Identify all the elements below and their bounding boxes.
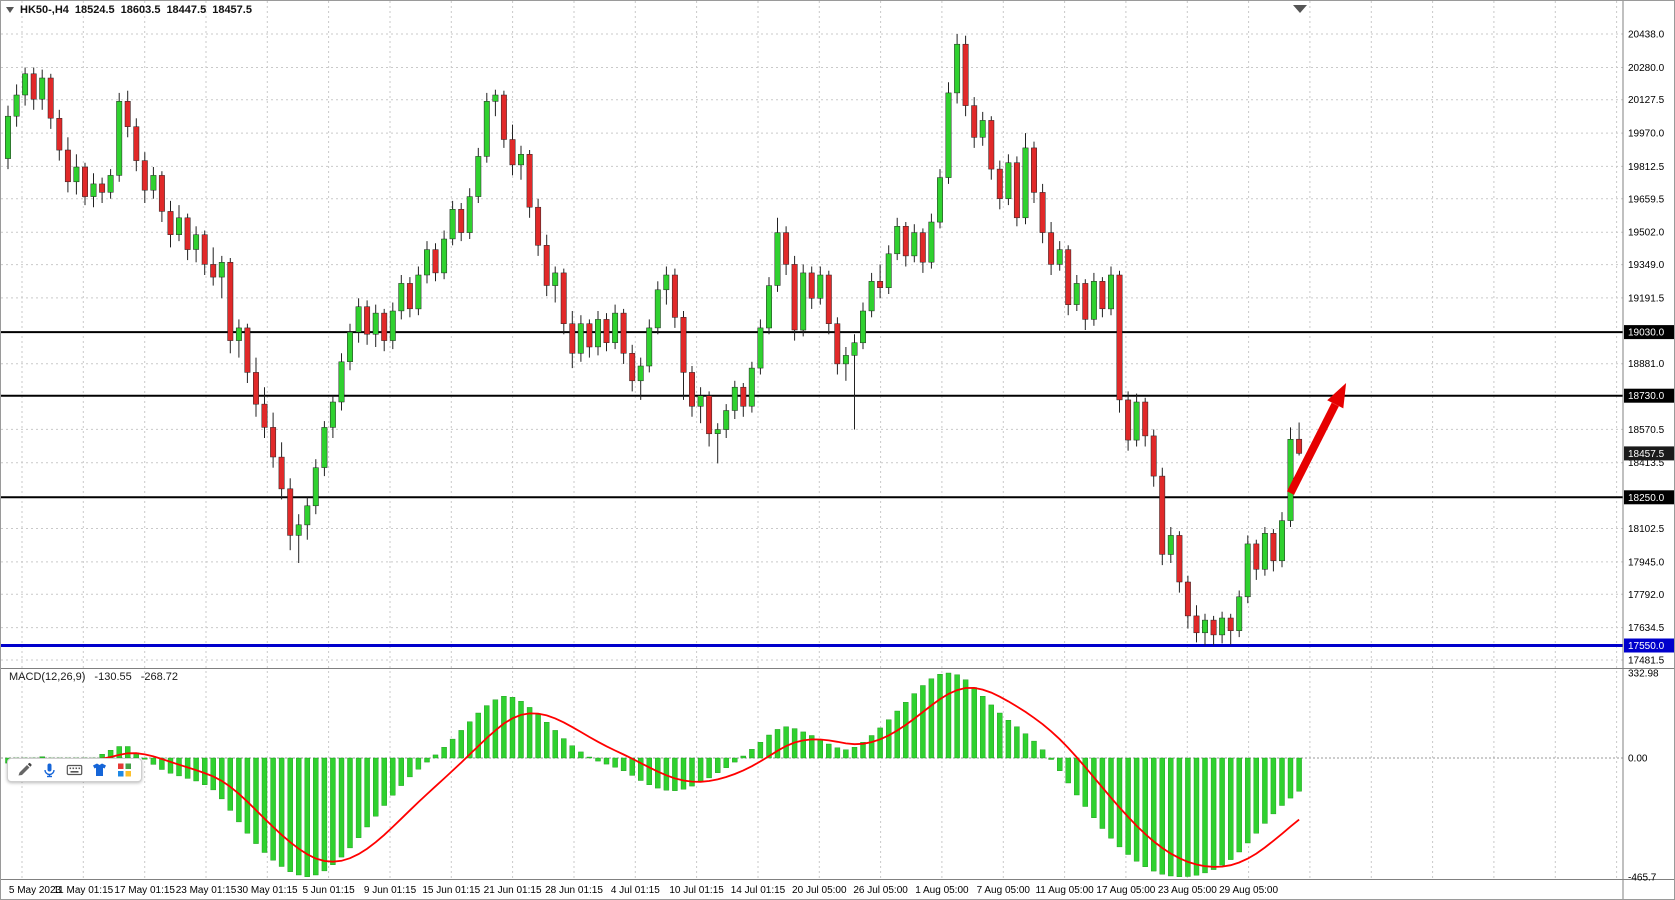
time-axis-label: 26 Jul 05:00 xyxy=(853,885,908,896)
floating-toolbar xyxy=(7,758,142,782)
shirt-icon[interactable] xyxy=(91,762,108,778)
price-axis[interactable]: 20438.0 20280.0 20127.5 19970.0 19812.5 19659… xyxy=(1624,30,1675,884)
chart-shift-marker-icon[interactable] xyxy=(1293,5,1307,13)
price-axis-label: 18413.5 xyxy=(1628,458,1665,469)
price-axis-label: 18570.5 xyxy=(1628,425,1665,436)
price-axis-label: 17634.5 xyxy=(1628,623,1665,634)
time-axis-label: 20 Jul 05:00 xyxy=(792,885,847,896)
candlesticks xyxy=(5,34,1303,646)
time-axis-label: 29 Aug 05:00 xyxy=(1219,885,1278,896)
horizontal-levels xyxy=(1,331,1623,647)
price-axis-label: 19502.0 xyxy=(1628,228,1665,239)
time-axis-label: 11 May 01:15 xyxy=(53,885,113,896)
price-tag xyxy=(1624,446,1674,461)
symbol-label: HK50-,H4 xyxy=(20,4,69,16)
trend-arrow-head[interactable] xyxy=(1327,383,1347,409)
price-tag-label: 18457.5 xyxy=(1628,449,1665,460)
price-tag xyxy=(1624,490,1674,505)
macd-signal-value: -268.72 xyxy=(140,671,179,683)
quote-open: 18524.5 xyxy=(74,4,115,16)
time-axis-label: 5 May 2023 xyxy=(9,885,62,896)
price-axis-label: 20280.0 xyxy=(1628,63,1665,74)
time-axis-label: 7 Aug 05:00 xyxy=(977,885,1031,896)
pen-icon[interactable] xyxy=(16,762,33,778)
time-axis-label: 1 Aug 05:00 xyxy=(915,885,969,896)
time-axis-label: 10 Jul 01:15 xyxy=(669,885,724,896)
price-axis-label: 19349.0 xyxy=(1628,260,1665,271)
price-tag xyxy=(1624,325,1674,340)
price-tag xyxy=(1624,638,1674,653)
time-axis-label: 23 Aug 05:00 xyxy=(1158,885,1217,896)
trend-arrow[interactable] xyxy=(1286,402,1339,495)
time-axis-label: 14 Jul 01:15 xyxy=(731,885,786,896)
price-tag xyxy=(1624,388,1674,403)
price-axis-label: 19659.5 xyxy=(1628,194,1665,205)
time-axis-label: 11 Aug 05:00 xyxy=(1035,885,1094,896)
quote-low: 18447.5 xyxy=(166,4,207,16)
price-tag-label: 19030.0 xyxy=(1628,328,1665,339)
price-axis-label: 17792.0 xyxy=(1628,590,1665,601)
time-axis-label: 17 May 01:15 xyxy=(114,885,175,896)
macd-name: MACD(12,26,9) xyxy=(9,671,86,683)
macd-value: -130.55 xyxy=(94,671,132,683)
price-axis-label: 20127.5 xyxy=(1628,95,1665,106)
keyboard-icon[interactable] xyxy=(66,762,83,778)
apps-grid-icon[interactable] xyxy=(116,762,133,778)
time-axis-label: 30 May 01:15 xyxy=(237,885,298,896)
price-tag-label: 18730.0 xyxy=(1628,391,1665,402)
time-axis-label: 9 Jun 01:15 xyxy=(364,885,417,896)
time-axis-label: 5 Jun 01:15 xyxy=(302,885,355,896)
price-axis-label: 18881.0 xyxy=(1628,359,1665,370)
quote-close: 18457.5 xyxy=(212,4,252,16)
macd-axis-label: 332.98 xyxy=(1628,669,1659,680)
price-axis-label: 20438.0 xyxy=(1628,30,1665,41)
price-axis-label: 18102.5 xyxy=(1628,524,1665,535)
macd-axis-label: -465.7 xyxy=(1628,872,1657,883)
price-tag-label: 18250.0 xyxy=(1628,493,1665,504)
microphone-icon[interactable] xyxy=(41,762,58,778)
macd-signal-line xyxy=(7,686,1300,868)
macd-panel xyxy=(5,672,1302,878)
price-tag-label: 17550.0 xyxy=(1628,641,1665,652)
price-axis-label: 19191.5 xyxy=(1628,293,1665,304)
macd-axis-label: 0.00 xyxy=(1628,754,1648,765)
macd-indicator-label: MACD(12,26,9) -130.55 -268.72 xyxy=(9,671,178,683)
time-axis-label: 21 Jun 01:15 xyxy=(484,885,542,896)
time-axis-label: 17 Aug 05:00 xyxy=(1096,885,1155,896)
price-axis-label: 19970.0 xyxy=(1628,129,1665,140)
time-axis-label: 23 May 01:15 xyxy=(176,885,237,896)
quote-header: HK50-,H4 18524.5 18603.5 18447.5 18457.5 xyxy=(6,4,252,16)
time-axis-label: 4 Jul 01:15 xyxy=(611,885,660,896)
price-axis-label: 17945.0 xyxy=(1628,557,1665,568)
quote-high: 18603.5 xyxy=(120,4,161,16)
time-axis-label: 28 Jun 01:15 xyxy=(545,885,603,896)
price-axis-label: 17481.5 xyxy=(1628,656,1665,667)
time-axis-label: 15 Jun 01:15 xyxy=(422,885,480,896)
symbol-dropdown-icon[interactable] xyxy=(6,7,14,13)
price-axis-label: 19812.5 xyxy=(1628,162,1665,173)
